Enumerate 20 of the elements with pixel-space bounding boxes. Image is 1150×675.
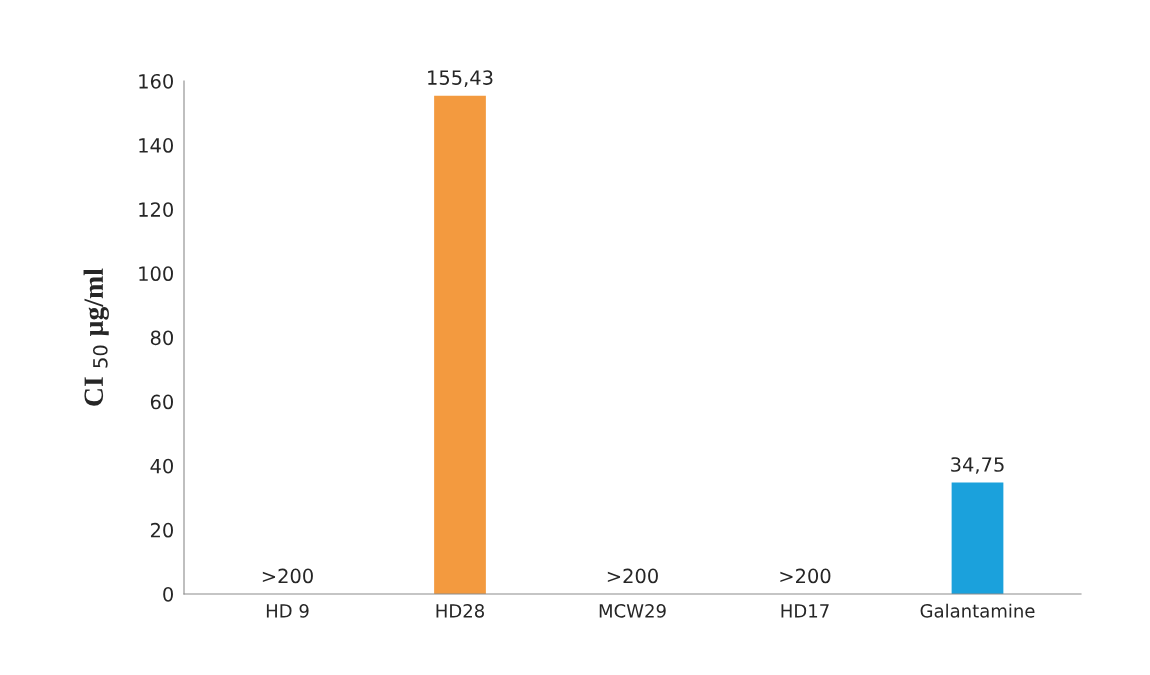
text: >200 (780, 568, 831, 584)
x-tick-label: Galantamine (920, 603, 1035, 618)
y-axis-title: CI $_{50}$ µg/ml (83, 268, 109, 406)
y-tick-label: 100 (139, 266, 173, 282)
data-label: 34,75 (951, 457, 1004, 474)
y-tick-label: 20 (150, 522, 173, 538)
y-tick-label: 60 (150, 394, 173, 410)
y-tick-label: 0 (163, 586, 173, 602)
y-tick-label: 120 (139, 202, 173, 217)
y-tick-label: 160 (139, 73, 173, 89)
y-tick-label: 80 (150, 330, 173, 346)
x-tick-label: HD28 (436, 604, 484, 618)
data-label: 155,43 (428, 70, 493, 87)
text: >200 (607, 568, 658, 584)
x-tick-label: HD 9 (266, 604, 309, 618)
y-tick-label: 140 (139, 138, 173, 153)
x-tick-label: MCW29 (599, 604, 666, 618)
text: >200 (262, 568, 313, 584)
y-tick-label: 40 (150, 458, 173, 474)
x-tick-label: HD17 (781, 604, 829, 618)
